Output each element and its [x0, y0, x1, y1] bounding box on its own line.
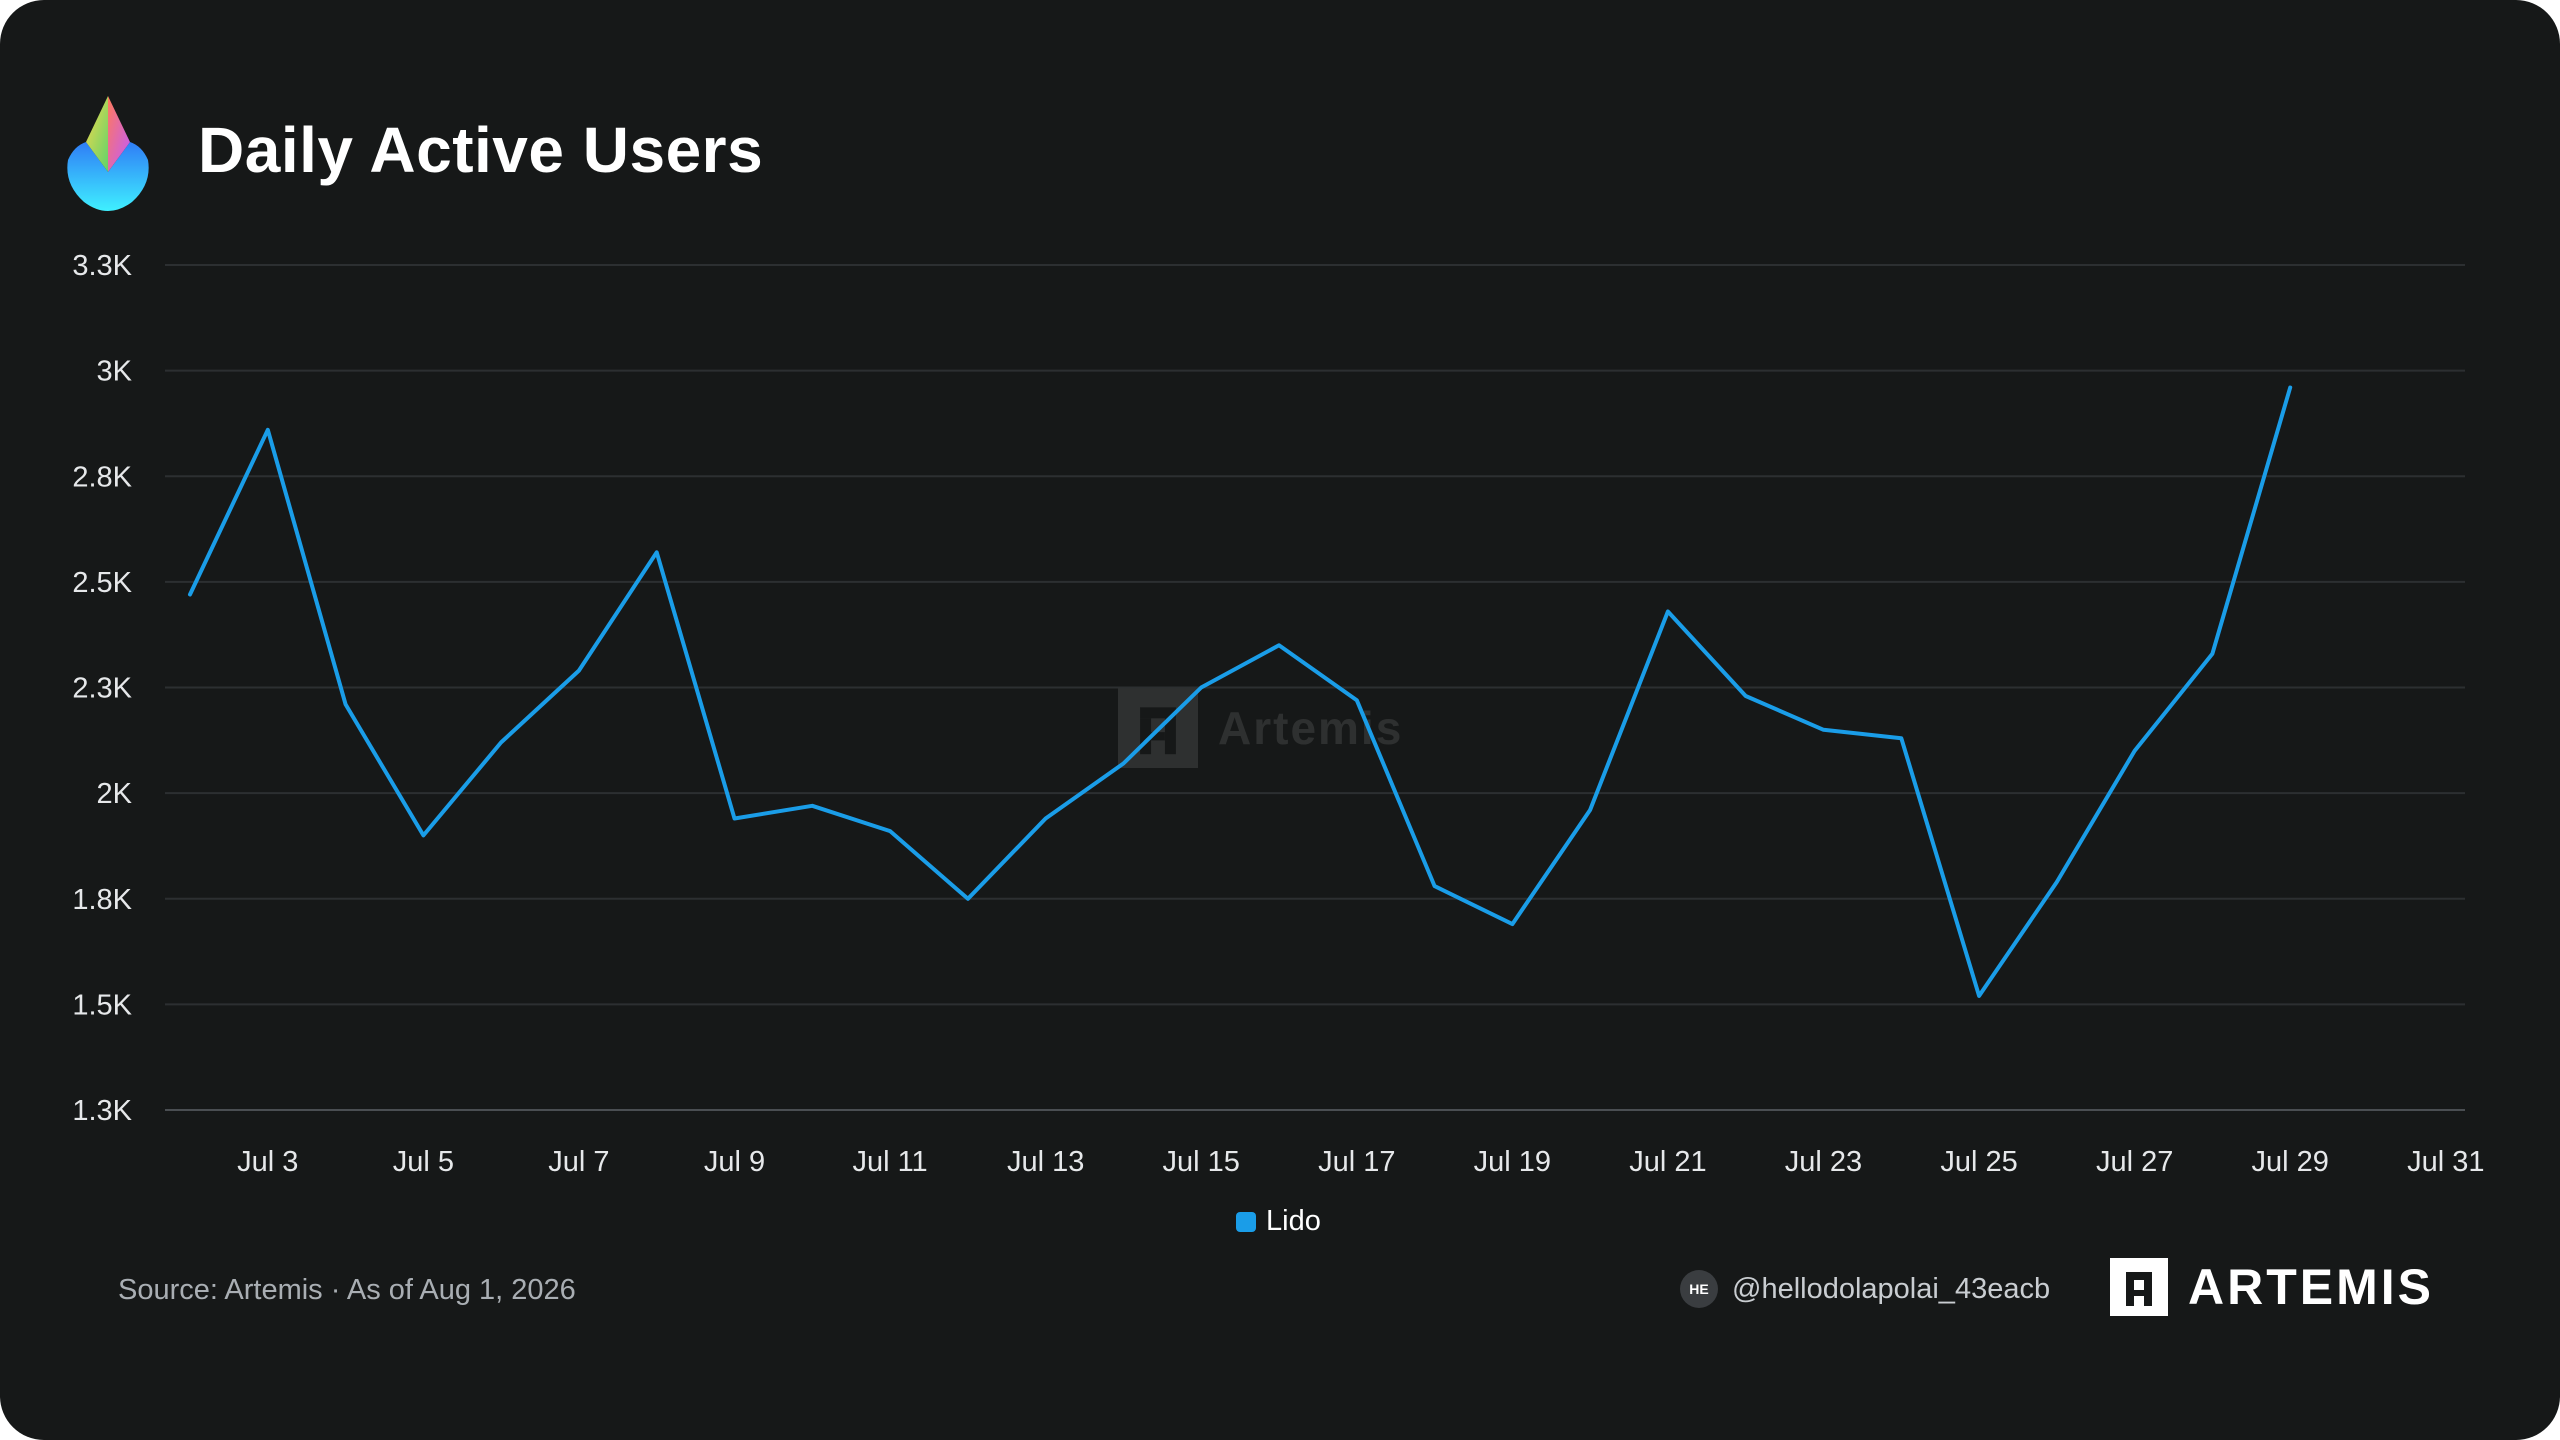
data-point[interactable]	[962, 893, 974, 905]
x-tick-label: Jul 21	[1629, 1146, 1706, 1178]
x-tick-label: Jul 5	[393, 1146, 454, 1178]
data-point[interactable]	[1740, 690, 1752, 702]
y-tick-label: 2K	[97, 778, 133, 810]
x-tick-label: Jul 13	[1007, 1146, 1084, 1178]
series-layer	[184, 382, 2296, 1002]
x-tick-label: Jul 11	[852, 1146, 927, 1178]
x-tick-label: Jul 25	[1940, 1146, 2017, 1178]
user-handle[interactable]: HE @hellodolapolai_43eacb	[1680, 1270, 2050, 1308]
source-note: Source: Artemis · As of Aug 1, 2026	[118, 1274, 576, 1306]
artemis-logo-icon	[2110, 1258, 2168, 1316]
data-point[interactable]	[1818, 724, 1830, 736]
brand-text: ARTEMIS	[2188, 1259, 2434, 1315]
data-point[interactable]	[184, 589, 196, 601]
data-point[interactable]	[1662, 605, 1674, 617]
y-tick-label: 2.3K	[72, 673, 132, 705]
y-tick-label: 1.5K	[72, 989, 132, 1021]
x-axis: Jul 3 Jul 5 Jul 7 Jul 9 Jul 11 Jul 13 Jul 15 Ju…	[237, 1146, 2484, 1178]
data-point[interactable]	[884, 825, 896, 837]
data-point[interactable]	[651, 546, 663, 558]
artemis-watermark: Artemis	[1118, 688, 1403, 768]
data-point[interactable]	[806, 800, 818, 812]
lido-drop-icon	[67, 96, 149, 211]
x-tick-label: Jul 31	[2407, 1146, 2484, 1178]
legend[interactable]: Lido	[1236, 1205, 1321, 1238]
x-tick-label: Jul 23	[1785, 1146, 1862, 1178]
x-tick-label: Jul 7	[548, 1146, 609, 1178]
data-point[interactable]	[2129, 745, 2141, 757]
y-tick-label: 1.3K	[72, 1095, 132, 1127]
data-point[interactable]	[1351, 694, 1363, 706]
data-point[interactable]	[1584, 804, 1596, 816]
data-point[interactable]	[1895, 732, 1907, 744]
series-line-lido[interactable]	[188, 385, 2293, 998]
avatar: HE	[1680, 1270, 1718, 1308]
data-point[interactable]	[729, 812, 741, 824]
data-point[interactable]	[1973, 990, 1985, 1002]
data-point[interactable]	[262, 424, 274, 436]
y-tick-label: 3K	[97, 356, 133, 388]
data-point[interactable]	[1040, 812, 1052, 824]
data-point[interactable]	[1429, 880, 1441, 892]
data-point[interactable]	[1195, 682, 1207, 694]
data-point[interactable]	[1273, 639, 1285, 651]
x-tick-label: Jul 27	[2096, 1146, 2173, 1178]
x-tick-label: Jul 15	[1163, 1146, 1240, 1178]
y-axis: 1.3K 1.5K 1.8K 2K 2.3K 2.5K 2.8K 3K 3.3K	[72, 250, 132, 1127]
y-tick-label: 2.8K	[72, 461, 132, 493]
data-point[interactable]	[1117, 758, 1129, 770]
legend-swatch	[1236, 1211, 1256, 1232]
data-point[interactable]	[2284, 382, 2296, 394]
legend-label: Lido	[1266, 1205, 1321, 1237]
x-tick-label: Jul 19	[1474, 1146, 1551, 1178]
x-tick-label: Jul 9	[704, 1146, 765, 1178]
data-point[interactable]	[573, 665, 585, 677]
data-point[interactable]	[2206, 648, 2218, 660]
chart-title: Daily Active Users	[198, 114, 764, 186]
artemis-brand[interactable]: ARTEMIS	[2110, 1258, 2434, 1316]
data-point[interactable]	[340, 698, 352, 710]
y-tick-label: 2.5K	[72, 567, 132, 599]
watermark-text: Artemis	[1218, 702, 1404, 754]
data-point[interactable]	[495, 736, 507, 748]
x-tick-label: Jul 29	[2252, 1146, 2329, 1178]
y-tick-label: 3.3K	[72, 250, 132, 282]
x-tick-label: Jul 17	[1318, 1146, 1395, 1178]
grid-lines	[165, 264, 2465, 1111]
y-tick-label: 1.8K	[72, 884, 132, 916]
x-tick-label: Jul 3	[237, 1146, 298, 1178]
data-point[interactable]	[417, 829, 429, 841]
handle-text: @hellodolapolai_43eacb	[1732, 1272, 2051, 1305]
data-point[interactable]	[2051, 876, 2063, 888]
data-point[interactable]	[1506, 918, 1518, 930]
